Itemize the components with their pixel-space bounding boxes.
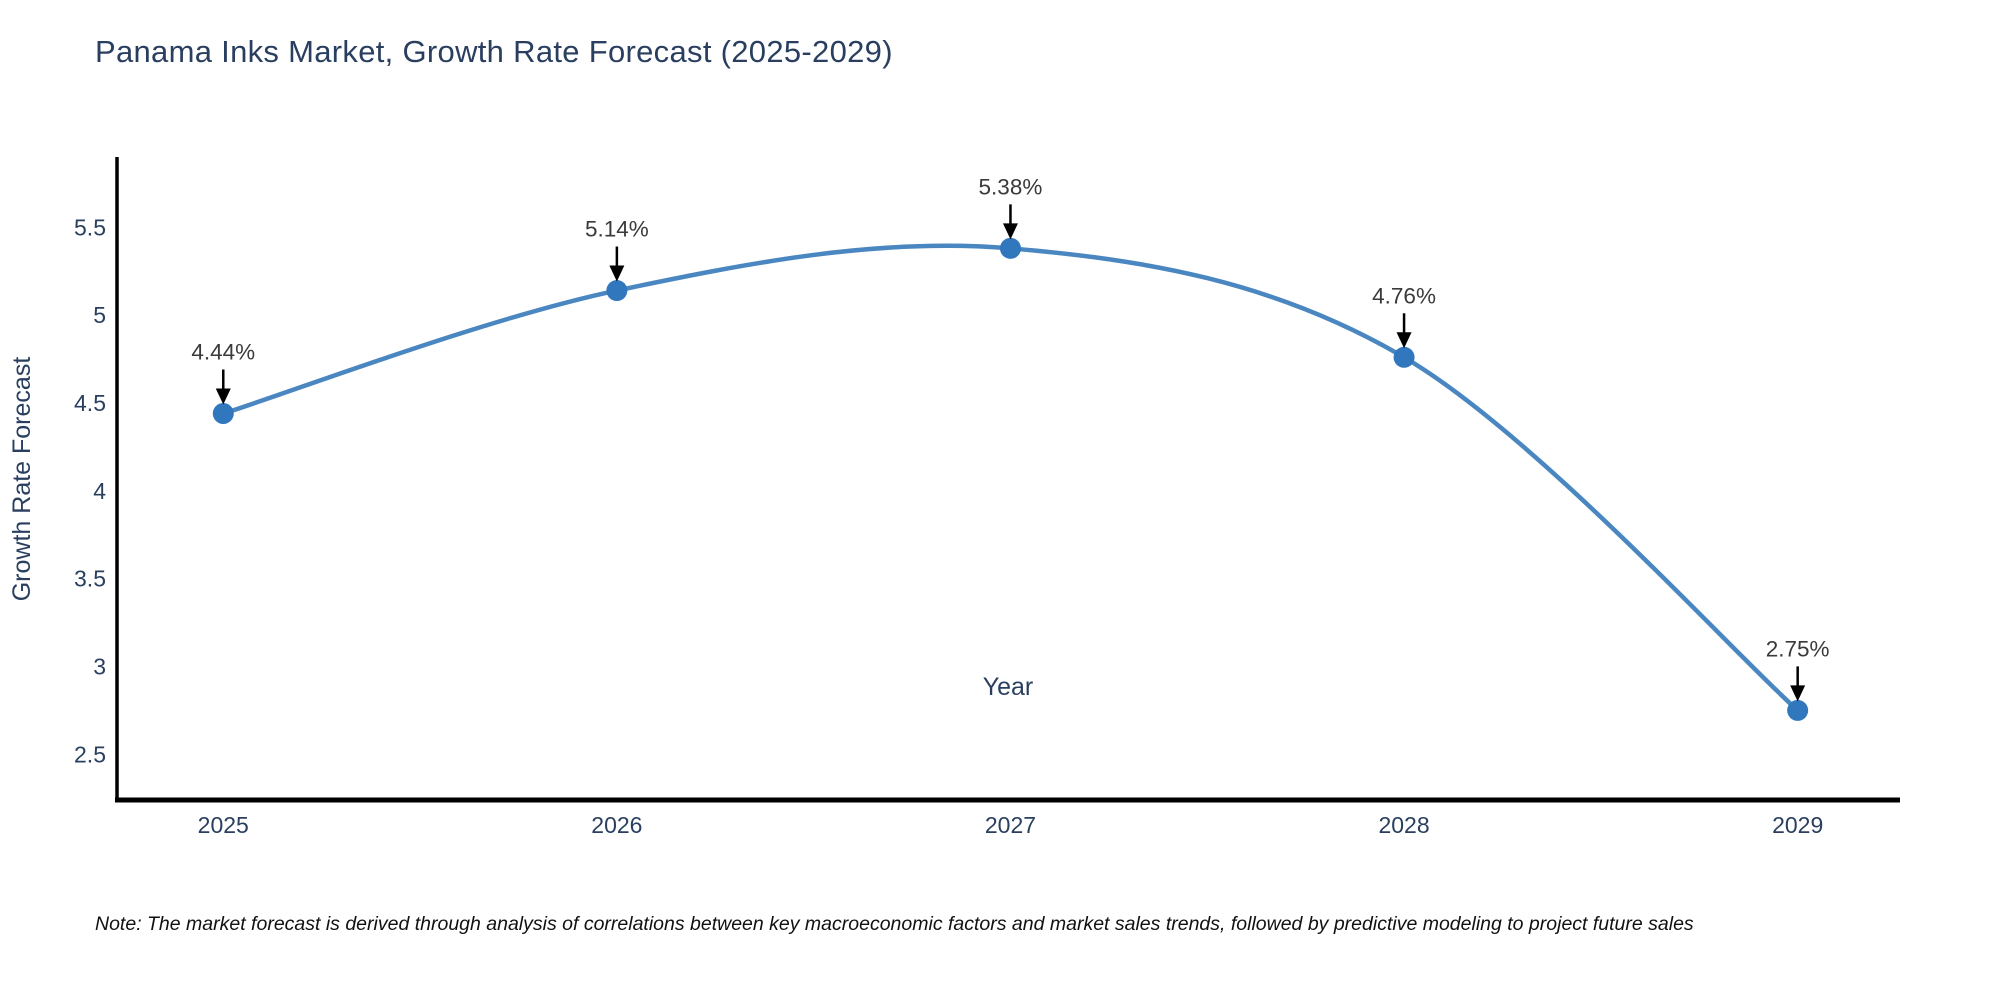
data-point-2027: [999, 237, 1021, 259]
data-point-2029: [1787, 699, 1809, 721]
annotation-label-2027: 5.38%: [979, 174, 1043, 199]
data-point-2025: [212, 402, 234, 424]
y-axis-title: Growth Rate Forecast: [8, 357, 36, 602]
footnote: Note: The market forecast is derived thr…: [95, 913, 1694, 935]
data-point-2028: [1393, 346, 1415, 368]
y-tick-label-5: 5: [93, 302, 106, 328]
y-tick-label-4.5: 4.5: [74, 390, 106, 416]
annotation-arrowhead-icon: [1790, 685, 1806, 702]
y-tick-label-2.5: 2.5: [74, 741, 106, 767]
x-axis-title: Year: [983, 673, 1034, 701]
y-tick-label-3.5: 3.5: [74, 566, 106, 592]
annotation-label-2025: 4.44%: [191, 339, 255, 364]
annotation-arrowhead-icon: [1396, 332, 1412, 349]
chart-title: Panama Inks Market, Growth Rate Forecast…: [95, 34, 893, 69]
annotation-arrowhead-icon: [609, 265, 625, 282]
x-tick-label-2026: 2026: [591, 812, 642, 838]
x-tick-label-2027: 2027: [985, 812, 1036, 838]
trend-line: [221, 243, 1800, 713]
x-tick-label-2028: 2028: [1378, 812, 1429, 838]
x-tick-label-2025: 2025: [198, 812, 249, 838]
annotation-label-2029: 2.75%: [1766, 636, 1830, 661]
annotation-label-2028: 4.76%: [1372, 283, 1436, 308]
y-tick-label-4: 4: [93, 478, 106, 504]
y-tick-label-3: 3: [93, 653, 106, 679]
y-tick-label-5.5: 5.5: [74, 214, 106, 240]
x-tick-label-2029: 2029: [1772, 812, 1823, 838]
annotation-label-2026: 5.14%: [585, 217, 649, 242]
annotation-arrowhead-icon: [215, 388, 231, 405]
data-point-2026: [606, 280, 628, 302]
annotation-arrowhead-icon: [1002, 223, 1018, 240]
